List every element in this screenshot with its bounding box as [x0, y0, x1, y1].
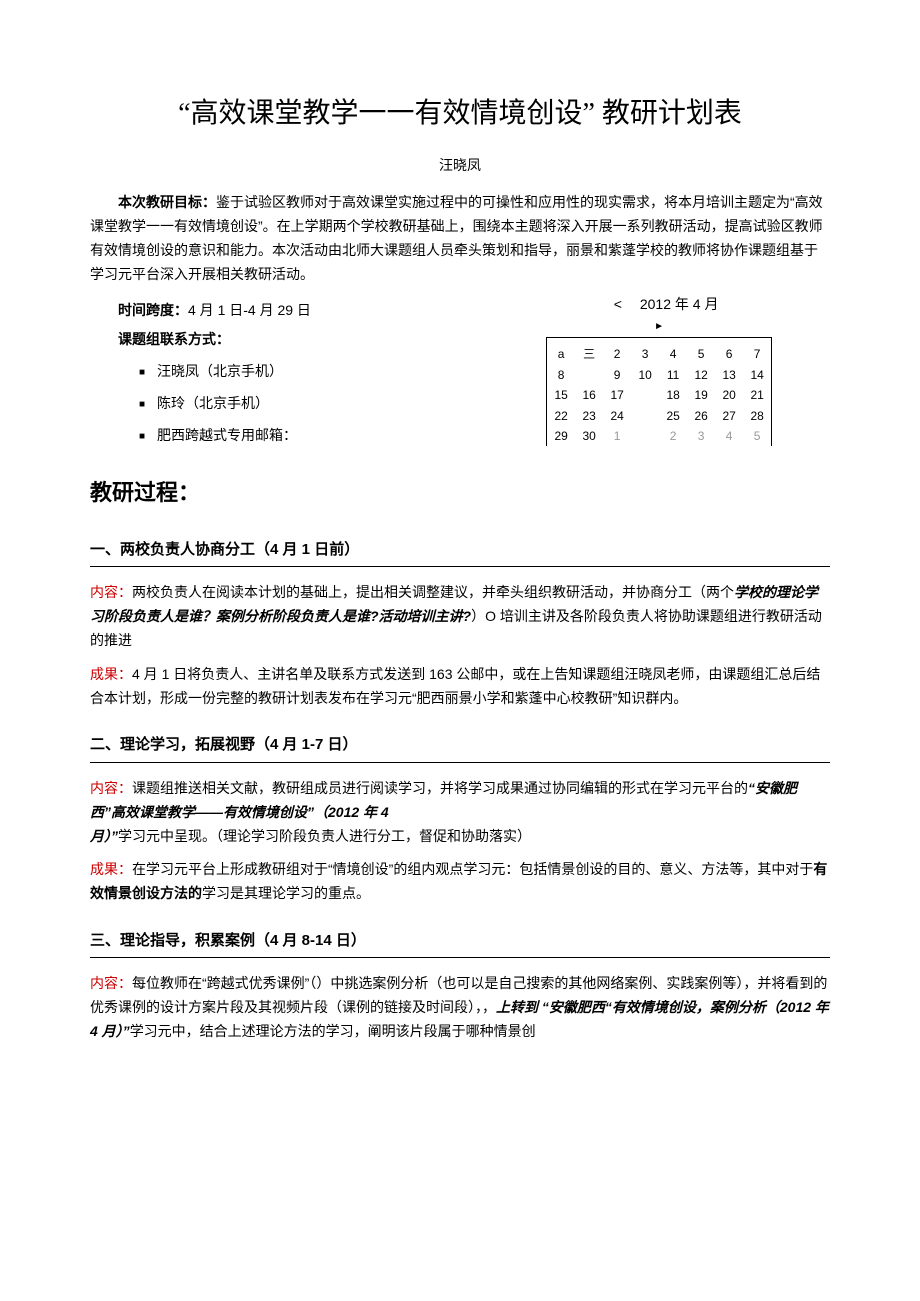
cal-cell: 6 [715, 344, 743, 364]
cal-cell: 22 [547, 406, 576, 426]
content-text: 学习元中呈现。（理论学习阶段负责人进行分工，督促和协助落实） [118, 828, 531, 844]
result-text: 在学习元平台上形成教研组对于“情境创设”的组内观点学习元：包括情景创设的目的、意… [132, 861, 813, 877]
table-row: 8 9 10 11 12 13 14 [547, 365, 772, 385]
cal-cell: 三 [575, 344, 603, 364]
cal-cell: 13 [715, 365, 743, 385]
cal-cell: 2 [659, 426, 687, 446]
section-heading-2: 二、理论学习，拓展视野（4 月 1-7 日） [90, 732, 830, 763]
cal-cell: 21 [743, 385, 772, 405]
cal-cell: 11 [659, 365, 687, 385]
cal-cell: 3 [687, 426, 715, 446]
result-label: 成果： [90, 666, 132, 682]
cal-cell: 24 [603, 406, 631, 426]
timespan-value: 4 月 1 日-4 月 29 日 [188, 302, 311, 318]
cal-cell: 18 [659, 385, 687, 405]
content-text: 学习元中，结合上述理论方法的学习，阐明该片段属于哪种情景创 [130, 1023, 536, 1039]
cal-cell: 4 [659, 344, 687, 364]
calendar-title: 2012 年 4 月 [640, 296, 719, 312]
list-item: 陈玲（北京手机） [139, 392, 488, 416]
table-row: 15 16 17 18 19 20 21 [547, 385, 772, 405]
content-text: 两校负责人在阅读本计划的基础上，提出相关调整建议，并牵头组织教研活动，并协商分工… [132, 584, 734, 600]
cal-cell: 7 [743, 344, 772, 364]
cal-cell [631, 426, 659, 446]
info-left: 时间跨度：4 月 1 日-4 月 29 日 课题组联系方式： 汪晓凤（北京手机）… [90, 293, 488, 456]
timespan: 时间跨度：4 月 1 日-4 月 29 日 [118, 299, 488, 323]
result-text: 学习是其理论学习的重点。 [202, 885, 370, 901]
cal-cell: 9 [603, 365, 631, 385]
cal-cell [631, 385, 659, 405]
contact-list: 汪晓凤（北京手机） 陈玲（北京手机） 肥西跨越式专用邮箱： [139, 360, 488, 447]
page-title: “高效课堂教学一一有效情境创设” 教研计划表 [90, 90, 830, 138]
cal-cell: a [547, 344, 576, 364]
cal-cell: 14 [743, 365, 772, 385]
calendar: < 2012 年 4 月 ► a 三 2 3 4 5 6 7 8 9 10 11 [488, 293, 830, 447]
cal-cell: 15 [547, 385, 576, 405]
cal-cell: 19 [687, 385, 715, 405]
cal-cell: 28 [743, 406, 772, 426]
calendar-table: a 三 2 3 4 5 6 7 8 9 10 11 12 13 14 15 [546, 337, 772, 446]
cal-cell: 26 [687, 406, 715, 426]
contact-label: 课题组联系方式： [118, 328, 488, 352]
cal-cell: 10 [631, 365, 659, 385]
table-row: 22 23 24 25 26 27 28 [547, 406, 772, 426]
cal-cell: 8 [547, 365, 576, 385]
section-heading-3: 三、理论指导，积累案例（4 月 8-14 日） [90, 928, 830, 959]
content-text: 课题组推送相关文献，教研组成员进行阅读学习，并将学习成果通过协同编辑的形式在学习… [132, 780, 748, 796]
goal-label: 本次教研目标： [118, 194, 216, 210]
process-heading: 教研过程： [90, 474, 830, 511]
section1-content: 内容：两校负责人在阅读本计划的基础上，提出相关调整建议，并牵头组织教研活动，并协… [90, 581, 830, 652]
section2-result: 成果：在学习元平台上形成教研组对于“情境创设”的组内观点学习元：包括情景创设的目… [90, 858, 830, 906]
cal-cell [631, 406, 659, 426]
table-row: 29 30 1 2 3 4 5 [547, 426, 772, 446]
next-icon[interactable]: ► [654, 318, 664, 335]
list-item: 汪晓凤（北京手机） [139, 360, 488, 384]
cal-cell: 23 [575, 406, 603, 426]
calendar-header: < 2012 年 4 月 [600, 293, 719, 317]
section-heading-1: 一、两校负责人协商分工（4 月 1 日前） [90, 537, 830, 568]
section2-content: 内容：课题组推送相关文献，教研组成员进行阅读学习，并将学习成果通过协同编辑的形式… [90, 777, 830, 848]
cal-cell [575, 365, 603, 385]
cal-cell: 2 [603, 344, 631, 364]
author: 汪晓凤 [90, 154, 830, 178]
prev-icon[interactable]: < [614, 296, 622, 312]
result-text: 4 月 1 日将负责人、主讲名单及联系方式发送到 163 公邮中，或在上告知课题… [90, 666, 820, 706]
goal-paragraph: 本次教研目标：鉴于试验区教师对于高效课堂实施过程中的可操性和应用性的现实需求，将… [90, 191, 830, 286]
result-label: 成果： [90, 861, 132, 877]
cal-cell: 17 [603, 385, 631, 405]
cal-cell: 4 [715, 426, 743, 446]
cal-cell: 16 [575, 385, 603, 405]
section3-content: 内容：每位教师在“跨越式优秀课例”（）中挑选案例分析（也可以是自己搜索的其他网络… [90, 972, 830, 1043]
timespan-label: 时间跨度： [118, 302, 188, 318]
cal-cell: 5 [743, 426, 772, 446]
list-item: 肥西跨越式专用邮箱： [139, 424, 488, 448]
info-row: 时间跨度：4 月 1 日-4 月 29 日 课题组联系方式： 汪晓凤（北京手机）… [90, 293, 830, 456]
cal-cell: 1 [603, 426, 631, 446]
content-label: 内容： [90, 584, 132, 600]
cal-cell: 29 [547, 426, 576, 446]
table-row: a 三 2 3 4 5 6 7 [547, 344, 772, 364]
content-label: 内容： [90, 975, 132, 991]
cal-cell: 25 [659, 406, 687, 426]
cal-cell: 20 [715, 385, 743, 405]
content-label: 内容： [90, 780, 132, 796]
cal-cell: 30 [575, 426, 603, 446]
cal-cell: 27 [715, 406, 743, 426]
cal-cell: 5 [687, 344, 715, 364]
section1-result: 成果：4 月 1 日将负责人、主讲名单及联系方式发送到 163 公邮中，或在上告… [90, 663, 830, 711]
cal-cell: 12 [687, 365, 715, 385]
cal-cell: 3 [631, 344, 659, 364]
